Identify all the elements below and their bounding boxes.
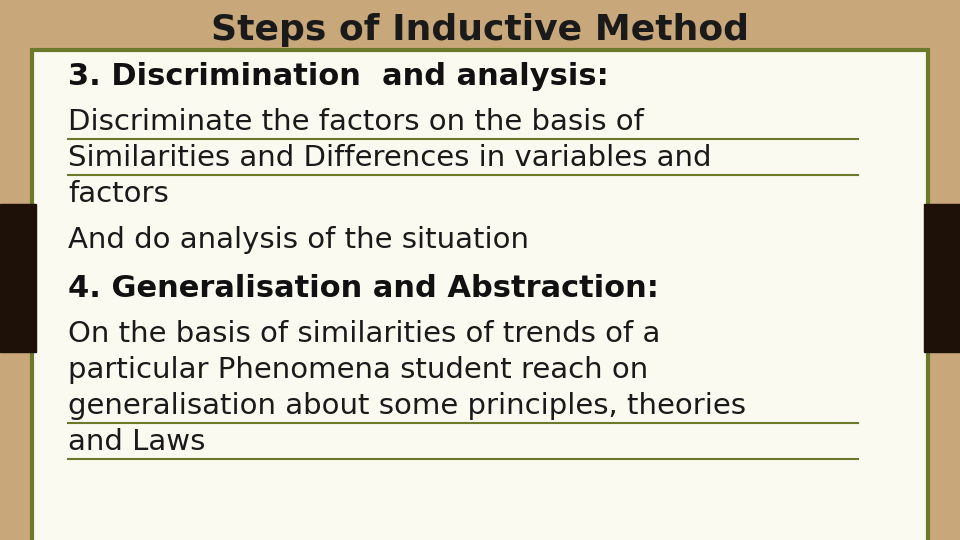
Text: And do analysis of the situation: And do analysis of the situation bbox=[68, 226, 529, 254]
Bar bbox=[0, 204, 36, 352]
Text: 3. Discrimination  and analysis:: 3. Discrimination and analysis: bbox=[68, 62, 609, 91]
Text: factors: factors bbox=[68, 180, 169, 208]
Text: Steps of Inductive Method: Steps of Inductive Method bbox=[211, 13, 749, 47]
Text: On the basis of similarities of trends of a: On the basis of similarities of trends o… bbox=[68, 320, 660, 348]
Text: generalisation about some principles, theories: generalisation about some principles, th… bbox=[68, 392, 746, 420]
Bar bbox=[924, 204, 960, 352]
Text: 4. Generalisation and Abstraction:: 4. Generalisation and Abstraction: bbox=[68, 274, 659, 303]
Text: and Laws: and Laws bbox=[68, 428, 205, 456]
Text: Discriminate the factors on the basis of: Discriminate the factors on the basis of bbox=[68, 108, 644, 136]
Text: particular Phenomena student reach on: particular Phenomena student reach on bbox=[68, 356, 648, 384]
Text: Similarities and Differences in variables and: Similarities and Differences in variable… bbox=[68, 144, 711, 172]
FancyBboxPatch shape bbox=[32, 50, 928, 540]
